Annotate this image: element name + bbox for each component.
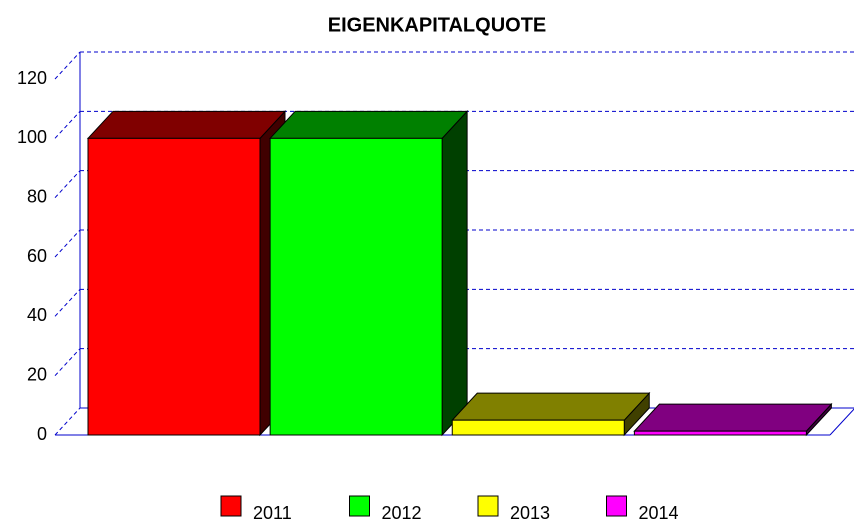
legend-label: 2014 xyxy=(639,503,679,523)
legend-swatch xyxy=(606,495,627,517)
y-tick-label: 120 xyxy=(17,68,47,88)
bar-top xyxy=(451,392,651,421)
bar-top xyxy=(268,110,469,139)
grid-tick xyxy=(54,110,81,139)
grid-tick xyxy=(54,407,81,436)
y-tick-label: 100 xyxy=(17,127,47,147)
legend-label: 2012 xyxy=(382,503,422,523)
bar xyxy=(633,430,807,436)
bar-top xyxy=(633,403,833,432)
legend-swatch xyxy=(220,495,242,517)
grid-tick xyxy=(54,288,81,317)
grid-tick xyxy=(54,229,81,258)
y-tick-label: 0 xyxy=(37,424,47,444)
floor-right xyxy=(829,408,854,436)
y-tick-label: 60 xyxy=(27,246,47,266)
bar-side xyxy=(441,110,468,437)
bar-top xyxy=(86,110,287,139)
y-tick-label: 40 xyxy=(27,305,47,325)
legend-label: 2013 xyxy=(510,503,550,523)
bar xyxy=(87,137,261,436)
y-tick-label: 20 xyxy=(27,364,47,384)
bar xyxy=(269,137,443,436)
legend-swatch xyxy=(349,495,370,517)
grid-tick xyxy=(54,51,81,80)
legend-label: 2011 xyxy=(253,503,292,523)
y-tick-label: 80 xyxy=(27,186,47,206)
grid-tick xyxy=(54,170,81,199)
legend-swatch xyxy=(477,495,499,517)
grid-tick xyxy=(54,348,81,377)
chart-title: EIGENKAPITALQUOTE xyxy=(328,14,547,36)
bar xyxy=(451,419,625,436)
